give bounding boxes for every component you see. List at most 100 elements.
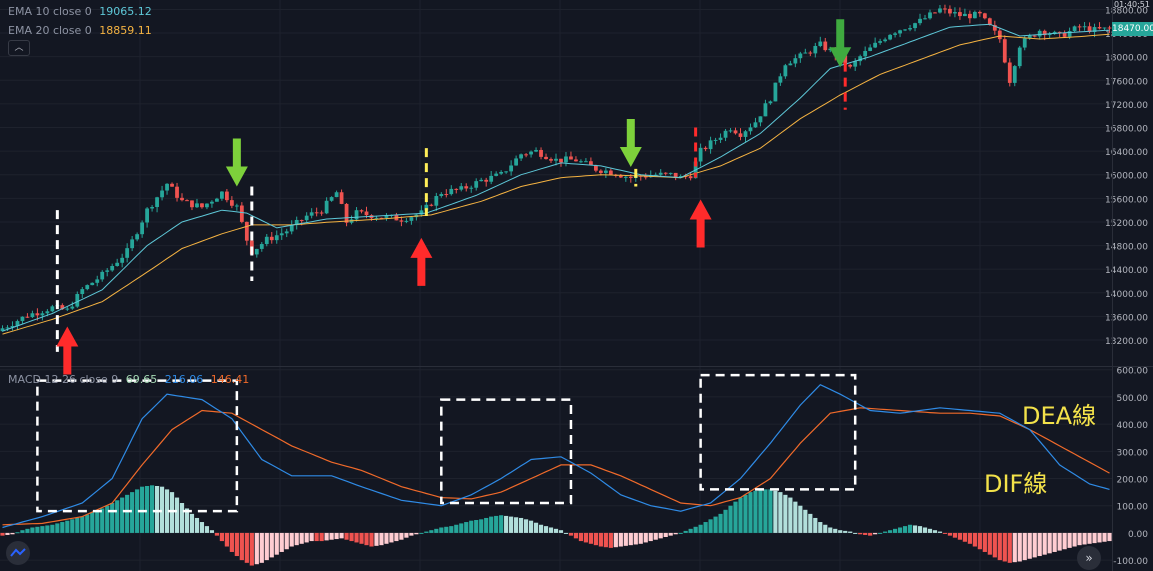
- macd-dif-value: 216.06: [164, 373, 204, 386]
- candle-body: [334, 192, 339, 198]
- macd-histogram-bar: [927, 528, 933, 533]
- macd-histogram-bar: [1067, 532, 1072, 548]
- macd-histogram-bar: [528, 520, 534, 533]
- candle-body: [434, 196, 439, 206]
- candle-body: [125, 248, 130, 258]
- candle-body: [858, 56, 863, 62]
- candle-body: [220, 191, 224, 199]
- macd-histogram-bar: [568, 532, 574, 536]
- macd-histogram-bar: [125, 494, 130, 533]
- macd-histogram-bar: [95, 510, 100, 533]
- macd-histogram-bar: [279, 532, 284, 552]
- price-tick-label: 15600.00: [1105, 195, 1148, 205]
- scroll-to-realtime-button[interactable]: »: [1077, 546, 1101, 570]
- candle-body: [903, 29, 907, 31]
- macd-histogram-bar: [982, 532, 987, 552]
- macd-histogram-bar: [678, 532, 683, 534]
- candle-body: [494, 173, 499, 176]
- candle-body: [708, 140, 713, 150]
- macd-histogram-bar: [135, 489, 140, 533]
- macd-histogram-bar: [249, 532, 254, 566]
- countdown-label: 01:40:51: [1114, 0, 1150, 9]
- macd-histogram-bar: [763, 489, 768, 533]
- candle-body: [1012, 66, 1017, 83]
- candle-body: [593, 165, 598, 171]
- candle-body: [658, 172, 663, 175]
- candle-body: [703, 147, 708, 150]
- candle-body: [579, 161, 583, 163]
- macd-histogram-bar: [189, 513, 195, 533]
- collapse-legend-button[interactable]: ︿: [8, 40, 30, 56]
- macd-histogram-bar: [1017, 532, 1022, 562]
- macd-histogram-bar: [583, 532, 589, 543]
- macd-histogram-bar: [15, 532, 20, 534]
- macd-histogram-bar: [683, 530, 688, 533]
- macd-histogram-bar: [848, 531, 853, 533]
- candle-body: [165, 183, 169, 191]
- candle-body: [688, 176, 693, 179]
- candle-body: [778, 76, 783, 83]
- candle-body: [997, 30, 1002, 40]
- macd-histogram-bar: [838, 530, 843, 533]
- macd-histogram-bar: [219, 532, 224, 542]
- candle-body: [339, 192, 344, 204]
- candle-body: [668, 172, 673, 174]
- candle-body: [803, 52, 808, 54]
- macd-histogram-bar: [902, 526, 908, 533]
- price-tick-label: 16400.00: [1105, 148, 1148, 158]
- candle-body: [848, 64, 853, 67]
- macd-histogram-bar: [489, 516, 494, 533]
- candle-body: [1032, 35, 1037, 37]
- candle-body: [554, 158, 558, 161]
- macd-histogram-bar: [434, 528, 439, 533]
- macd-tick-label: 0.00: [1128, 530, 1148, 540]
- macd-histogram-bar: [399, 532, 404, 540]
- candle-body: [444, 194, 449, 196]
- price-tick-label: 17200.00: [1105, 101, 1148, 111]
- tradingview-logo-icon[interactable]: [6, 541, 30, 565]
- macd-histogram-bar: [374, 532, 379, 546]
- candle-body: [773, 82, 778, 102]
- candle-body: [319, 212, 324, 214]
- macd-histogram-bar: [304, 532, 309, 543]
- candle-body: [958, 12, 962, 17]
- macd-histogram-bar: [55, 523, 60, 533]
- candle-body: [1082, 26, 1087, 28]
- macd-histogram-bar: [708, 519, 713, 533]
- price-tick-label: 16800.00: [1105, 125, 1148, 135]
- macd-histogram-bar: [1092, 532, 1097, 544]
- candle-body: [1002, 39, 1007, 63]
- candle-body: [743, 131, 748, 137]
- candle-body: [429, 204, 434, 206]
- candle-body: [718, 137, 723, 140]
- candle-body: [733, 130, 738, 134]
- macd-histogram-bar: [743, 494, 748, 533]
- macd-histogram-bar: [239, 532, 244, 561]
- candle-body: [603, 170, 608, 173]
- candle-body: [738, 133, 743, 137]
- macd-histogram-bar: [1097, 532, 1102, 543]
- macd-histogram-bar: [977, 532, 982, 550]
- macd-histogram-bar: [698, 524, 703, 533]
- macd-histogram-bar: [758, 489, 763, 533]
- macd-tick-label: 200.00: [1117, 476, 1149, 486]
- candle-body: [454, 188, 459, 190]
- price-tick-label: 17600.00: [1105, 77, 1148, 87]
- candle-body: [30, 313, 35, 318]
- candle-body: [873, 42, 878, 48]
- candle-body: [574, 159, 578, 162]
- macd-tick-label: 300.00: [1117, 448, 1149, 458]
- candle-body: [524, 154, 528, 156]
- macd-histogram-bar: [588, 532, 594, 544]
- candle-body: [519, 154, 523, 159]
- macd-histogram-bar: [60, 522, 65, 533]
- macd-histogram-bar: [464, 522, 469, 533]
- macd-histogram-bar: [1022, 532, 1027, 561]
- candle-body: [529, 151, 533, 155]
- candle-body: [65, 308, 70, 310]
- macd-histogram-bar: [349, 532, 354, 542]
- candle-body: [185, 200, 189, 202]
- macd-tick-label: 100.00: [1117, 503, 1149, 513]
- price-tick-label: 14800.00: [1105, 243, 1148, 253]
